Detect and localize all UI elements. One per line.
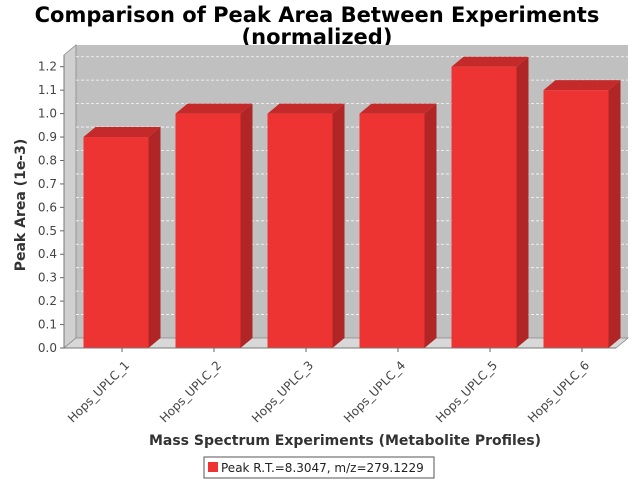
bar — [83, 127, 161, 348]
y-tick-label: 0.0 — [38, 341, 57, 355]
bar-side — [148, 127, 161, 348]
legend-label: Peak R.T.=8.3047, m/z=279.1229 — [221, 461, 424, 475]
y-tick-label: 0.1 — [38, 318, 57, 332]
x-tick-label: Hops_UPLC_4 — [341, 358, 408, 425]
bar-front — [267, 113, 333, 348]
bar-top — [83, 127, 161, 138]
bar — [175, 103, 253, 348]
x-tick-label: Hops_UPLC_6 — [525, 358, 592, 425]
y-tick-label: 1.1 — [38, 83, 57, 97]
y-tick-label: 0.9 — [38, 130, 57, 144]
x-axis: Hops_UPLC_1 Hops_UPLC_2 Hops_UPLC_3 Hops_UP… — [65, 348, 592, 425]
y-tick-label: 1.2 — [38, 60, 57, 74]
bar-top — [267, 103, 345, 114]
legend: Peak R.T.=8.3047, m/z=279.1229 — [203, 456, 435, 479]
bar — [451, 56, 529, 348]
y-tick-label: 0.5 — [38, 224, 57, 238]
bar-front — [451, 66, 517, 348]
y-tick-label: 0.4 — [38, 247, 57, 261]
bar-side — [608, 80, 621, 348]
legend-box — [203, 456, 435, 479]
bar — [359, 103, 437, 348]
bar-side — [424, 103, 437, 348]
legend-swatch — [208, 462, 218, 472]
bars-group — [83, 56, 621, 348]
bar-top — [175, 103, 253, 114]
bar-front — [83, 137, 149, 348]
bar — [543, 80, 621, 348]
bar-front — [175, 113, 241, 348]
bar-top — [543, 80, 621, 91]
y-axis-label: Peak Area (1e-3) — [13, 139, 29, 272]
y-tick-label: 0.3 — [38, 271, 57, 285]
y-tick-label: 0.8 — [38, 153, 57, 167]
bar-top — [359, 103, 437, 114]
plot-left-wall — [63, 44, 77, 349]
bar — [267, 103, 345, 348]
x-tick-label: Hops_UPLC_1 — [65, 358, 132, 425]
plot-area — [62, 44, 630, 349]
x-tick-label: Hops_UPLC_2 — [157, 358, 224, 425]
y-tick-label: 1.0 — [38, 107, 57, 121]
y-tick-label: 0.2 — [38, 294, 57, 308]
bar-side — [240, 103, 253, 348]
plot-back-wall — [76, 45, 628, 338]
bar-top — [451, 56, 529, 67]
chart-title: Comparison of Peak Area Between Experime… — [35, 3, 600, 27]
x-axis-label: Mass Spectrum Experiments (Metabolite Pr… — [149, 433, 541, 449]
bar-front — [543, 90, 609, 348]
y-tick-label: 0.6 — [38, 200, 57, 214]
bar-side — [332, 103, 345, 348]
bar-front — [359, 113, 425, 348]
x-tick-label: Hops_UPLC_5 — [433, 358, 500, 425]
y-axis: 0.0 0.1 0.2 0.3 0.4 0.5 0.6 0.7 0.8 0.9 1.0 1.1 1.2 — [38, 55, 616, 355]
y-tick-label: 0.7 — [38, 177, 57, 191]
bar-side — [516, 56, 529, 348]
x-tick-label: Hops_UPLC_3 — [249, 358, 316, 425]
